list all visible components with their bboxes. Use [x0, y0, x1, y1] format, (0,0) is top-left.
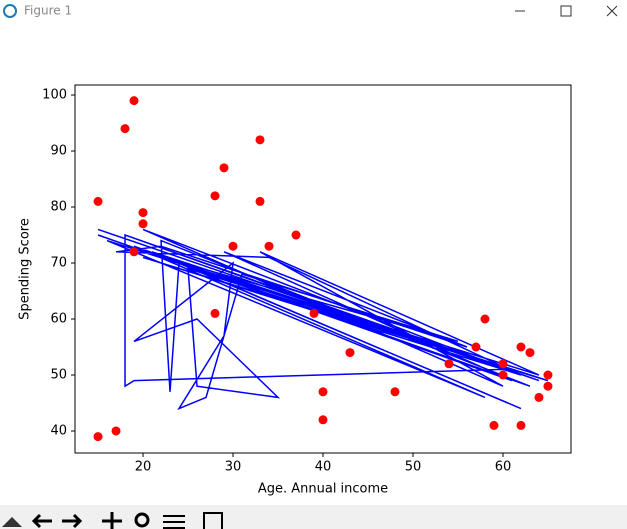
- scatter-point: [138, 219, 148, 229]
- scatter-point: [264, 241, 274, 251]
- y-tick-label: 90: [50, 144, 67, 159]
- scatter-point: [93, 196, 103, 206]
- scatter-point: [255, 135, 265, 145]
- scatter-point: [543, 370, 553, 380]
- pan-button[interactable]: [102, 512, 122, 529]
- scatter-point: [345, 348, 355, 358]
- scatter-point: [228, 241, 238, 251]
- scatter-point: [93, 432, 103, 442]
- y-tick-label: 70: [50, 256, 67, 271]
- y-axis-label: Spending Score: [18, 218, 33, 320]
- scatter-point: [498, 359, 508, 369]
- scatter-point: [219, 163, 229, 173]
- scatter-point: [516, 342, 526, 352]
- scatter-point: [111, 426, 121, 436]
- configure-button[interactable]: [163, 515, 185, 529]
- zoom-button[interactable]: [134, 512, 150, 528]
- scatter-point: [516, 420, 526, 430]
- x-axis-label: Age. Annual income: [258, 482, 388, 497]
- window-title: Figure 1: [24, 4, 72, 18]
- scatter-point: [318, 415, 328, 425]
- data-line: [97, 228, 549, 411]
- home-button[interactable]: [2, 517, 22, 527]
- app-icon: [3, 4, 17, 18]
- scatter-point: [138, 208, 148, 218]
- x-tick-label: 60: [495, 460, 512, 475]
- scatter-point: [444, 359, 454, 369]
- x-tick-label: 30: [225, 460, 242, 475]
- scatter-point: [489, 420, 499, 430]
- y-tick-label: 40: [50, 423, 67, 438]
- save-button[interactable]: [203, 512, 223, 529]
- scatter-point: [543, 381, 553, 391]
- toolbar: [0, 505, 627, 529]
- scatter-point: [210, 308, 220, 318]
- scatter-point: [210, 191, 220, 201]
- scatter-point: [471, 342, 481, 352]
- scatter-point: [534, 392, 544, 402]
- scatter-point: [498, 370, 508, 380]
- scatter-point: [480, 314, 490, 324]
- scatter-point: [525, 348, 535, 358]
- scatter-point: [390, 387, 400, 397]
- y-tick-label: 60: [50, 312, 67, 327]
- y-tick-label: 80: [50, 200, 67, 215]
- x-tick-label: 40: [315, 460, 332, 475]
- y-tick-label: 50: [50, 367, 67, 382]
- forward-button[interactable]: [62, 513, 83, 529]
- scatter-point: [318, 387, 328, 397]
- x-tick-label: 20: [135, 460, 152, 475]
- scatter-point: [129, 96, 139, 106]
- maximize-button[interactable]: [560, 5, 572, 17]
- y-tick-label: 100: [42, 88, 67, 103]
- scatter-point: [291, 230, 301, 240]
- back-button[interactable]: [31, 513, 52, 529]
- x-tick-label: 50: [405, 460, 422, 475]
- scatter-point: [309, 308, 319, 318]
- scatter-point: [129, 247, 139, 257]
- scatter-point: [120, 124, 130, 134]
- close-button[interactable]: [606, 5, 618, 17]
- scatter-point: [255, 196, 265, 206]
